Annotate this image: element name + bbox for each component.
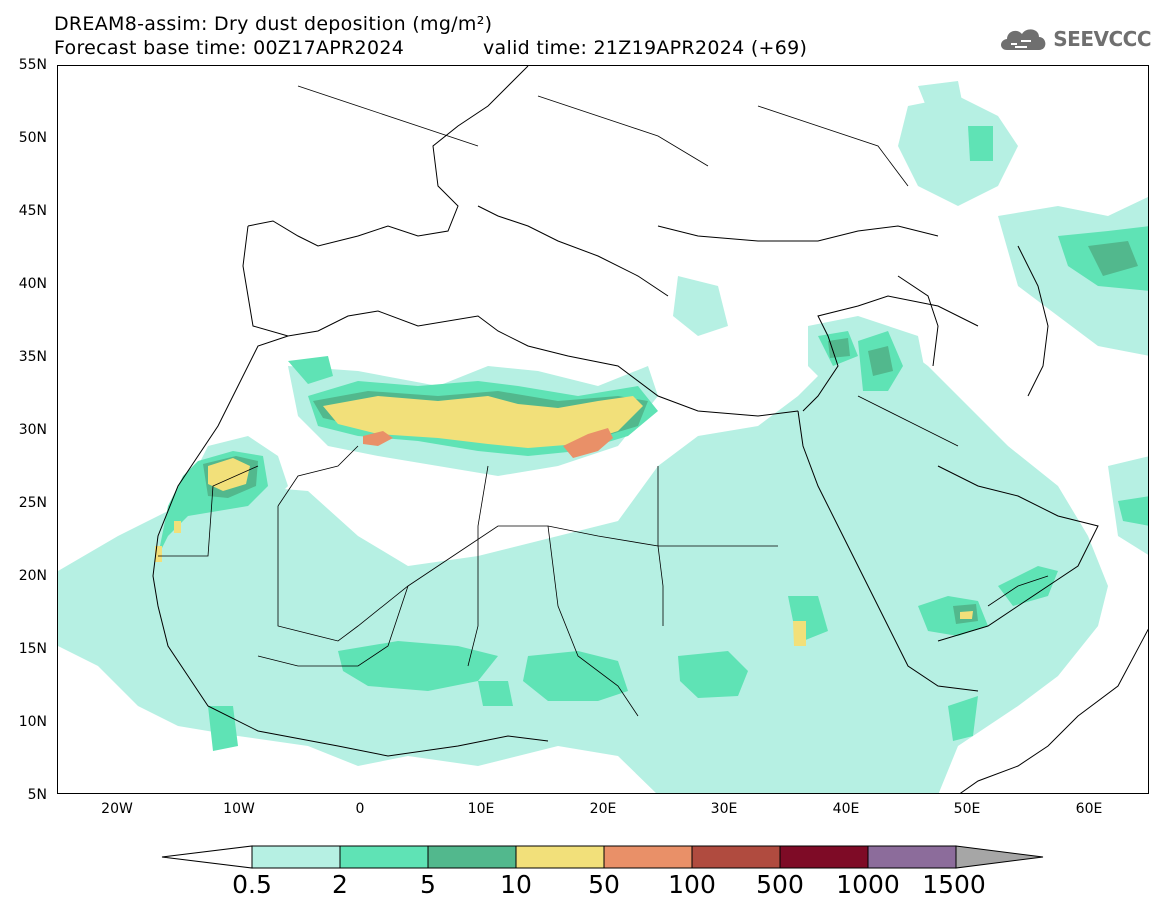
lon-label: 50E	[953, 801, 981, 817]
forecast-base-time: Forecast base time: 00Z17APR2024	[54, 37, 405, 59]
lon-label: 10E	[467, 801, 495, 817]
coastlines	[152, 66, 1148, 793]
lat-label: 20N	[18, 568, 47, 584]
logo-text: SEEVCCC	[1053, 27, 1151, 51]
colorbar-label: 50	[588, 870, 620, 899]
lat-label: 50N	[18, 130, 47, 146]
dust-deposition-map	[58, 66, 1148, 793]
map-title: DREAM8-assim: Dry dust deposition (mg/m²…	[54, 13, 493, 35]
lat-label: 25N	[18, 495, 47, 511]
colorbar-segment	[691, 845, 781, 869]
colorbar	[161, 845, 1044, 869]
valid-time: valid time: 21Z19APR2024 (+69)	[483, 37, 808, 59]
lon-label: 40E	[832, 801, 860, 817]
colorbar-label: 10	[500, 870, 532, 899]
cloud-icon	[1001, 29, 1046, 50]
lat-label: 35N	[18, 349, 47, 365]
colorbar-label: 5	[420, 870, 436, 899]
lon-label: 0	[355, 801, 365, 817]
lon-label: 30E	[710, 801, 738, 817]
lat-label: 10N	[18, 714, 47, 730]
lat-label: 55N	[18, 57, 47, 73]
colorbar-segment	[427, 845, 517, 869]
lat-label: 40N	[18, 276, 47, 292]
lat-label: 15N	[18, 641, 47, 657]
dust-level-5	[363, 428, 613, 458]
colorbar-label: 0.5	[232, 870, 272, 899]
country-borders	[158, 85, 1049, 717]
colorbar-label: 1000	[836, 870, 900, 899]
lon-label: 60E	[1075, 801, 1103, 817]
lon-label: 20W	[101, 801, 133, 817]
colorbar-segment	[867, 845, 957, 869]
colorbar-label: 500	[756, 870, 804, 899]
colorbar-segment	[779, 845, 869, 869]
colorbar-over-arrow	[955, 845, 1044, 869]
lon-label: 10W	[223, 801, 255, 817]
lon-label: 20E	[589, 801, 617, 817]
colorbar-label: 100	[668, 870, 716, 899]
colorbar-segment	[339, 845, 429, 869]
colorbar-segment	[251, 845, 341, 869]
colorbar-label: 1500	[922, 870, 986, 899]
colorbar-under-arrow	[161, 845, 253, 869]
colorbar-segment	[515, 845, 605, 869]
lat-label: 5N	[27, 787, 47, 803]
seevccc-logo: SEEVCCC	[997, 24, 1151, 54]
lat-label: 45N	[18, 203, 47, 219]
dust-level-4	[155, 396, 973, 646]
colorbar-segment	[603, 845, 693, 869]
map-panel[interactable]	[57, 65, 1149, 794]
colorbar-label: 2	[332, 870, 348, 899]
lat-label: 30N	[18, 422, 47, 438]
